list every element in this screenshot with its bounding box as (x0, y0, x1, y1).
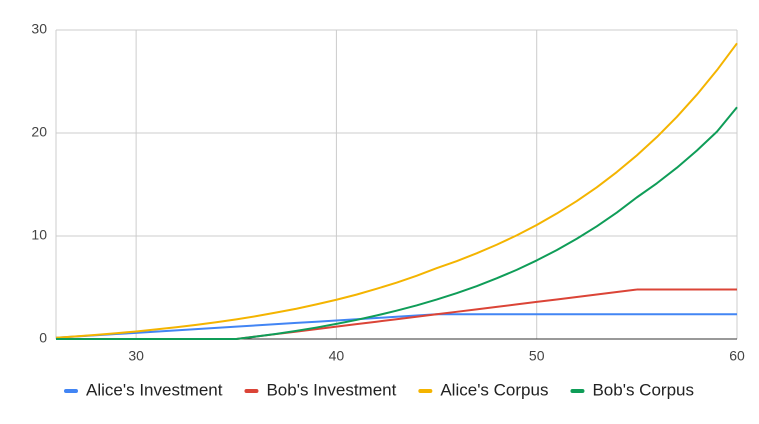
series-line (55, 42, 738, 339)
legend-swatch (570, 389, 585, 393)
y-tick-label: 20 (31, 124, 47, 140)
legend-label: Alice's Investment (86, 380, 223, 399)
legend-label: Bob's Corpus (592, 380, 694, 399)
y-tick-label: 10 (31, 227, 47, 243)
y-tick-label: 30 (31, 21, 47, 37)
x-tick-label: 60 (729, 348, 745, 364)
series-line (56, 106, 738, 340)
x-tick-label: 30 (128, 348, 144, 364)
series-line (55, 313, 737, 339)
legend-swatch (418, 389, 433, 393)
legend-swatch (244, 389, 259, 393)
legend-label: Bob's Investment (266, 380, 396, 399)
legend: Alice's Investment Bob's Investment Alice'… (64, 380, 694, 399)
legend-label: Alice's Corpus (440, 380, 548, 399)
y-tick-label: 0 (39, 330, 47, 346)
legend-swatch (64, 389, 78, 393)
x-tick-label: 50 (529, 348, 545, 364)
x-tick-label: 40 (329, 348, 345, 364)
